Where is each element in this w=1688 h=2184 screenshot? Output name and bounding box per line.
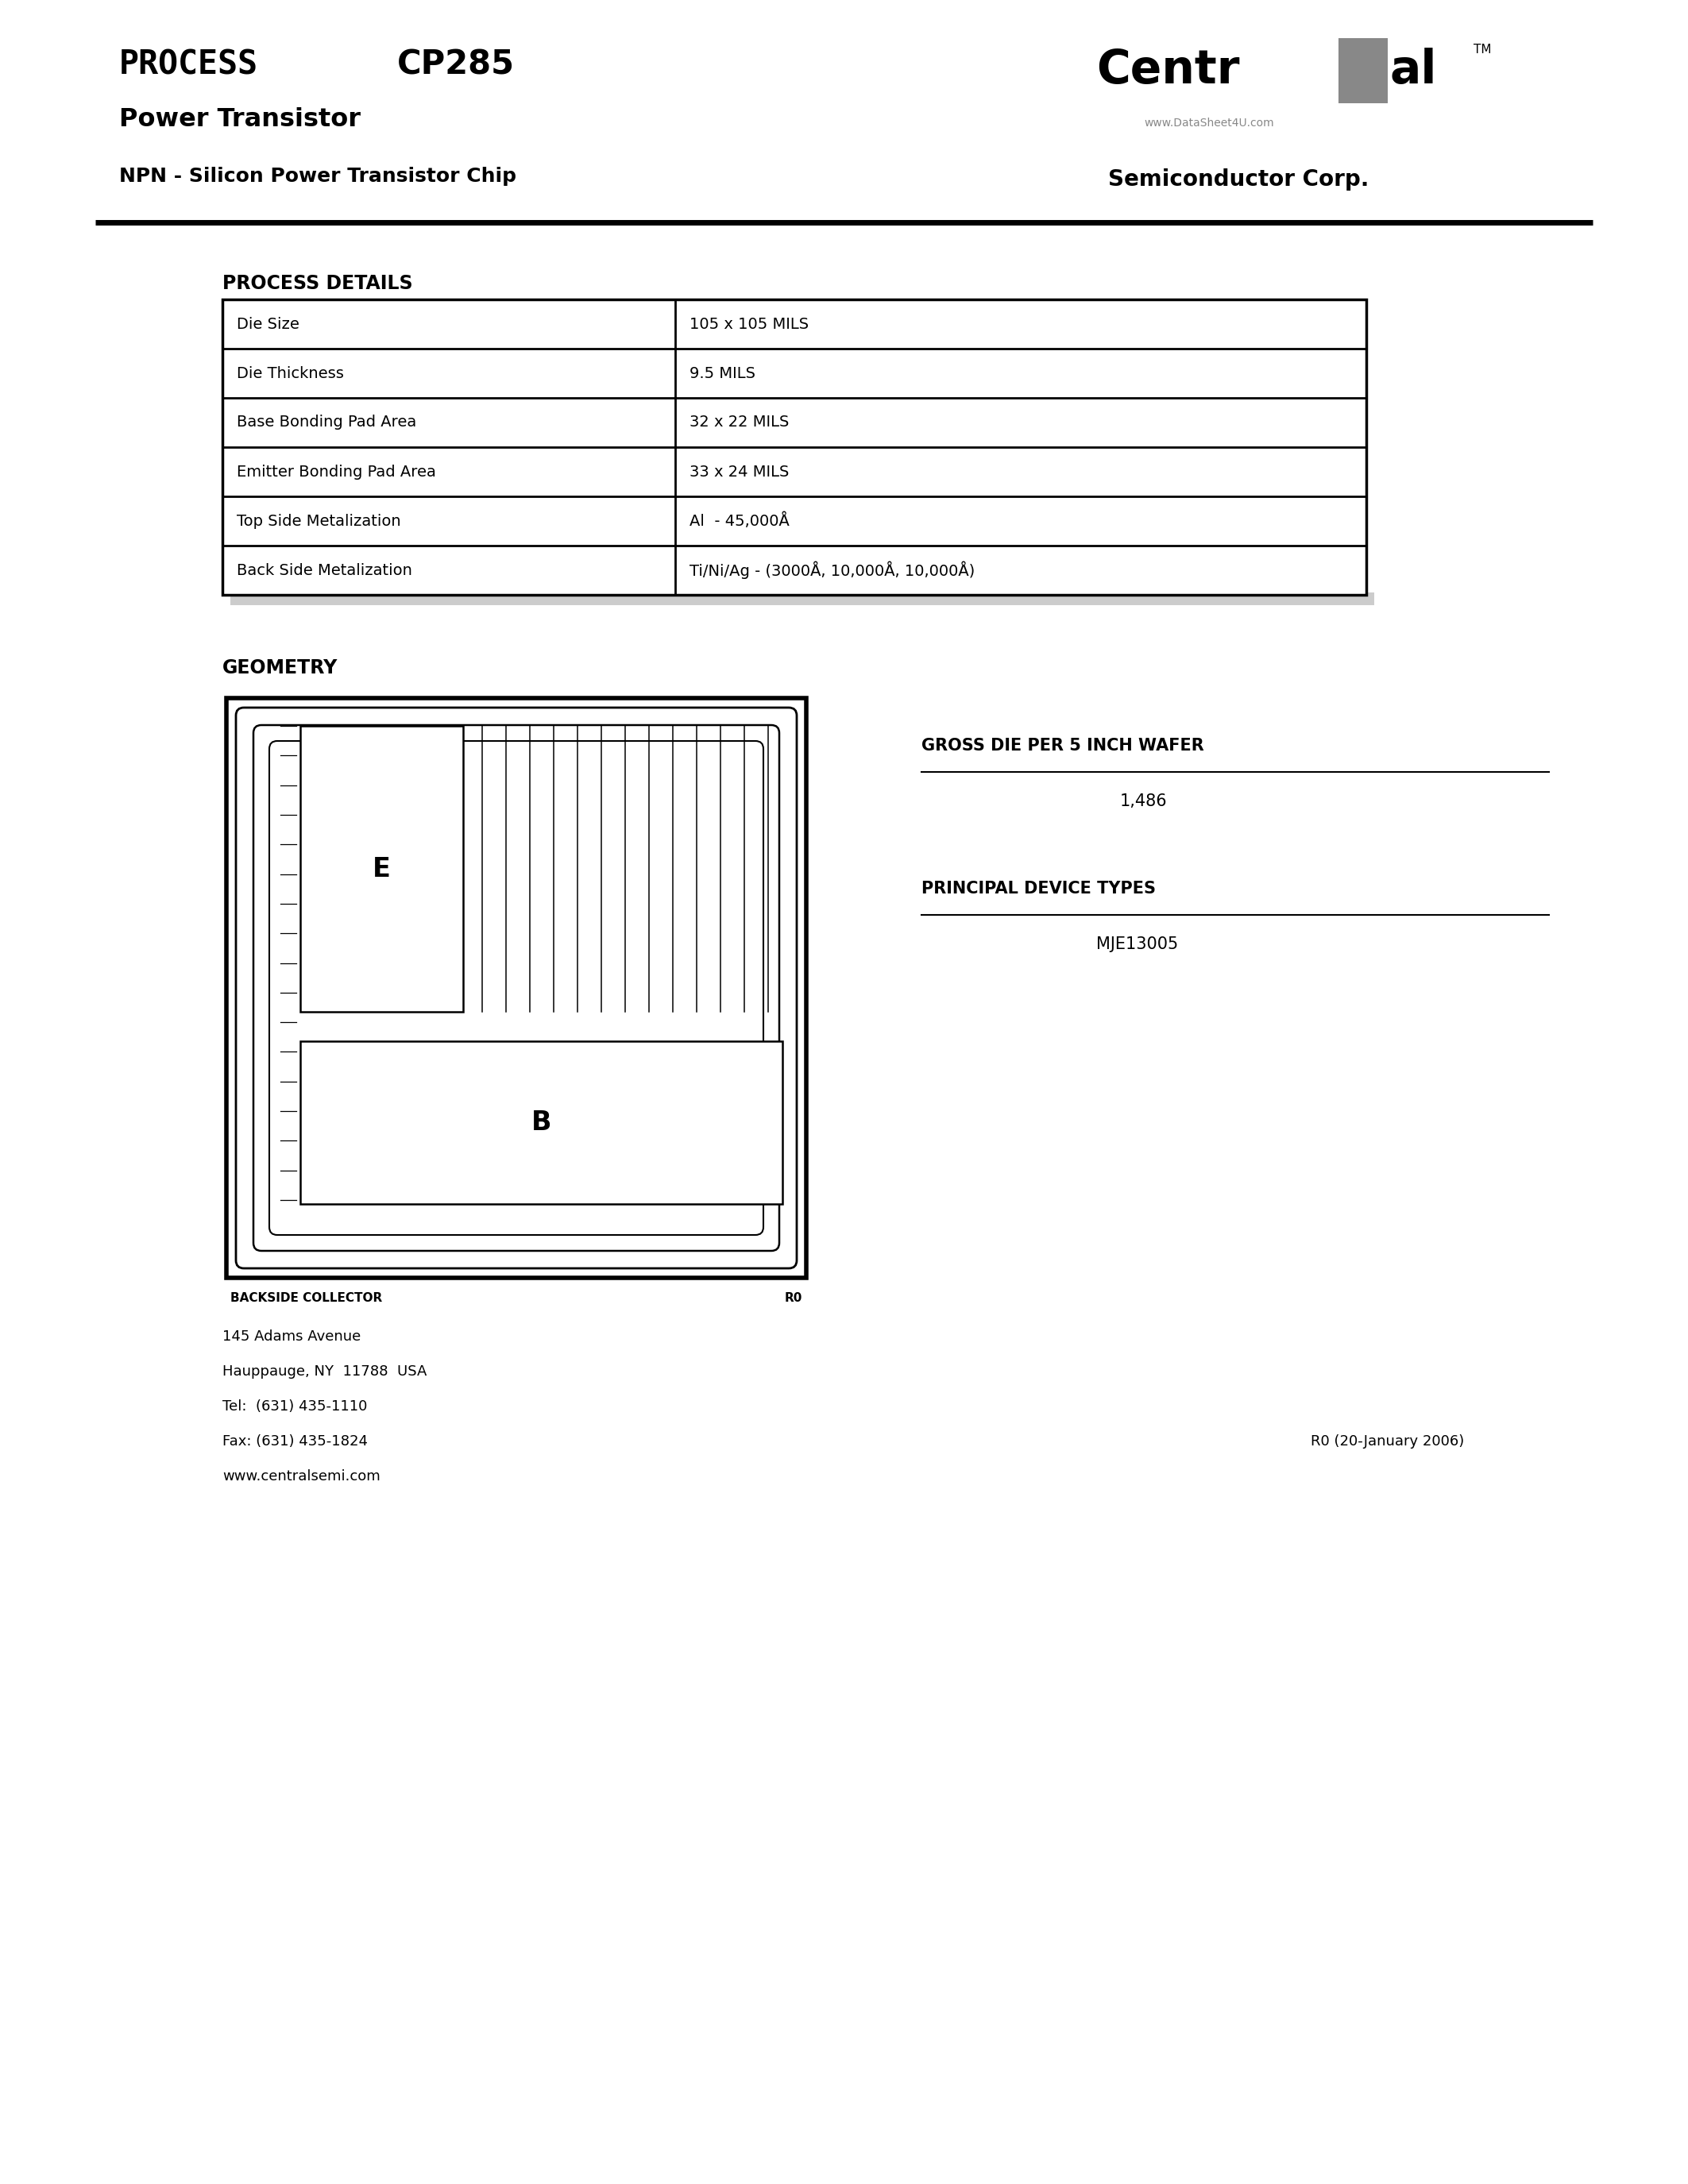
Text: Al  - 45,000Å: Al - 45,000Å <box>689 513 790 529</box>
Bar <box>300 1042 783 1203</box>
Text: Emitter Bonding Pad Area: Emitter Bonding Pad Area <box>236 465 436 478</box>
Text: PRINCIPAL DEVICE TYPES: PRINCIPAL DEVICE TYPES <box>922 880 1156 898</box>
Text: Die Size: Die Size <box>236 317 299 332</box>
Text: Die Thickness: Die Thickness <box>236 365 344 380</box>
Text: Centr: Centr <box>1096 48 1239 94</box>
Text: al: al <box>1391 48 1436 94</box>
Text: PROCESS DETAILS: PROCESS DETAILS <box>223 273 414 293</box>
Text: MJE13005: MJE13005 <box>1096 937 1178 952</box>
Text: B: B <box>532 1109 552 1136</box>
Text: Power Transistor: Power Transistor <box>120 107 361 131</box>
Text: Top Side Metalization: Top Side Metalization <box>236 513 400 529</box>
Text: R0: R0 <box>785 1293 802 1304</box>
Text: www.DataSheet4U.com: www.DataSheet4U.com <box>1144 118 1274 129</box>
Bar <box>230 592 1374 605</box>
Text: 105 x 105 MILS: 105 x 105 MILS <box>689 317 809 332</box>
Text: E: E <box>373 856 392 882</box>
Bar <box>300 725 463 1011</box>
Text: CP285: CP285 <box>397 48 515 81</box>
Text: Base Bonding Pad Area: Base Bonding Pad Area <box>236 415 417 430</box>
Text: R0 (20-January 2006): R0 (20-January 2006) <box>1310 1435 1463 1448</box>
Text: PROCESS: PROCESS <box>120 48 258 81</box>
Text: Ti/Ni/Ag - (3000Å, 10,000Å, 10,000Å): Ti/Ni/Ag - (3000Å, 10,000Å, 10,000Å) <box>689 561 976 579</box>
Bar <box>223 299 1366 594</box>
Text: GEOMETRY: GEOMETRY <box>223 657 338 677</box>
Bar <box>226 699 807 1278</box>
Text: Semiconductor Corp.: Semiconductor Corp. <box>1107 168 1369 190</box>
Text: Fax: (631) 435-1824: Fax: (631) 435-1824 <box>223 1435 368 1448</box>
Text: BACKSIDE COLLECTOR: BACKSIDE COLLECTOR <box>230 1293 381 1304</box>
Text: 32 x 22 MILS: 32 x 22 MILS <box>689 415 788 430</box>
Text: www.centralsemi.com: www.centralsemi.com <box>223 1470 380 1483</box>
Text: 33 x 24 MILS: 33 x 24 MILS <box>689 465 788 478</box>
Text: 145 Adams Avenue: 145 Adams Avenue <box>223 1330 361 1343</box>
Text: 1,486: 1,486 <box>1121 793 1168 810</box>
Bar <box>1339 37 1388 103</box>
Text: Back Side Metalization: Back Side Metalization <box>236 563 412 579</box>
Text: 9.5 MILS: 9.5 MILS <box>689 365 756 380</box>
Text: Tel:  (631) 435-1110: Tel: (631) 435-1110 <box>223 1400 368 1413</box>
Text: Hauppauge, NY  11788  USA: Hauppauge, NY 11788 USA <box>223 1365 427 1378</box>
Text: GROSS DIE PER 5 INCH WAFER: GROSS DIE PER 5 INCH WAFER <box>922 738 1204 753</box>
Text: NPN - Silicon Power Transistor Chip: NPN - Silicon Power Transistor Chip <box>120 166 517 186</box>
Text: TM: TM <box>1474 44 1492 55</box>
